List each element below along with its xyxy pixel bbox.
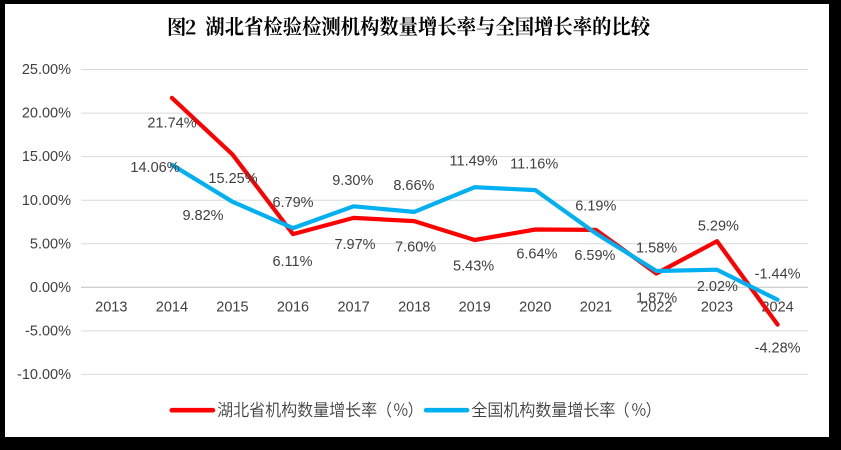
svg-text:9.82%: 9.82% bbox=[182, 208, 223, 224]
svg-text:-1.44%: -1.44% bbox=[755, 267, 801, 283]
svg-text:2013: 2013 bbox=[95, 299, 127, 315]
svg-text:2021: 2021 bbox=[580, 299, 612, 315]
svg-text:2017: 2017 bbox=[337, 299, 369, 315]
svg-text:2015: 2015 bbox=[216, 299, 248, 315]
svg-text:-10.00%: -10.00% bbox=[17, 367, 71, 383]
svg-text:1.87%: 1.87% bbox=[636, 290, 677, 306]
svg-text:-4.28%: -4.28% bbox=[755, 341, 801, 357]
svg-text:5.43%: 5.43% bbox=[453, 259, 494, 275]
svg-text:2014: 2014 bbox=[156, 299, 188, 315]
svg-text:7.60%: 7.60% bbox=[395, 240, 436, 256]
svg-text:8.66%: 8.66% bbox=[393, 178, 434, 194]
svg-text:25.00%: 25.00% bbox=[22, 62, 71, 78]
svg-text:5.29%: 5.29% bbox=[698, 219, 739, 235]
svg-text:15.25%: 15.25% bbox=[208, 171, 257, 187]
svg-text:11.16%: 11.16% bbox=[510, 156, 558, 172]
svg-text:5.00%: 5.00% bbox=[30, 236, 71, 252]
svg-text:11.49%: 11.49% bbox=[450, 153, 498, 169]
svg-text:0.00%: 0.00% bbox=[30, 280, 71, 296]
svg-text:2020: 2020 bbox=[519, 299, 551, 315]
svg-text:2018: 2018 bbox=[398, 299, 430, 315]
svg-text:15.00%: 15.00% bbox=[22, 149, 71, 165]
svg-text:6.79%: 6.79% bbox=[272, 195, 313, 211]
svg-text:21.74%: 21.74% bbox=[147, 116, 196, 132]
svg-text:-5.00%: -5.00% bbox=[25, 324, 71, 340]
svg-text:2019: 2019 bbox=[459, 299, 491, 315]
svg-text:20.00%: 20.00% bbox=[22, 106, 71, 122]
svg-text:2023: 2023 bbox=[701, 299, 733, 315]
svg-text:9.30%: 9.30% bbox=[332, 173, 373, 189]
svg-text:6.19%: 6.19% bbox=[575, 199, 616, 215]
svg-text:2022: 2022 bbox=[640, 299, 672, 315]
svg-text:10.00%: 10.00% bbox=[22, 193, 71, 209]
svg-text:1.58%: 1.58% bbox=[636, 241, 677, 257]
svg-text:2.02%: 2.02% bbox=[697, 279, 738, 295]
svg-text:7.97%: 7.97% bbox=[334, 237, 375, 253]
svg-text:14.06%: 14.06% bbox=[130, 160, 179, 176]
svg-text:6.11%: 6.11% bbox=[272, 254, 312, 270]
svg-text:2016: 2016 bbox=[277, 299, 309, 315]
svg-text:6.59%: 6.59% bbox=[574, 248, 615, 264]
svg-text:6.64%: 6.64% bbox=[516, 246, 557, 262]
